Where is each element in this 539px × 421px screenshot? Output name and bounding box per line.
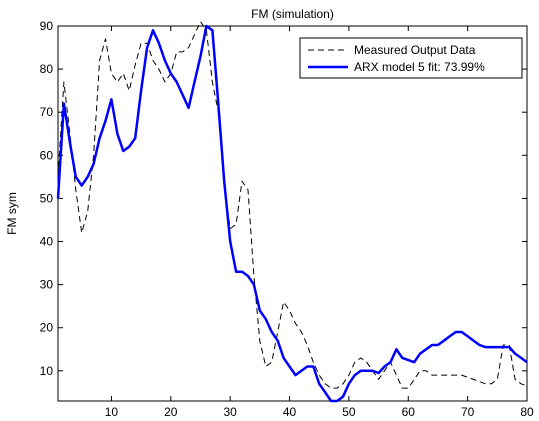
- x-tick-label: 70: [461, 405, 475, 419]
- x-tick-label: 20: [164, 405, 178, 419]
- y-tick-label: 80: [40, 62, 54, 76]
- y-tick-label: 40: [40, 235, 54, 249]
- legend-box: [299, 37, 523, 79]
- x-tick-label: 50: [342, 405, 356, 419]
- plot-area: [57, 25, 528, 402]
- series-line-measured: [57, 21, 528, 389]
- plot-frame: [57, 25, 528, 402]
- y-tick-label: 90: [40, 19, 54, 33]
- y-tick-label: 60: [40, 148, 54, 162]
- y-tick-label: 50: [40, 191, 54, 205]
- y-tick-label: 70: [40, 105, 54, 119]
- axis-ticks: 10 20 30 40 50 60 70 80 10 20 30 40 50 60 70 80 90: [40, 19, 534, 419]
- y-axis-label: FM sym: [5, 192, 19, 235]
- legend-entry: Measured Output Data: [354, 43, 476, 57]
- x-tick-label: 10: [105, 405, 119, 419]
- y-tick-label: 20: [40, 321, 54, 335]
- x-tick-label: 40: [283, 405, 297, 419]
- legend: Measured Output Data ARX model 5 fit: 73.…: [299, 37, 523, 79]
- x-tick-label: 30: [223, 405, 237, 419]
- series-layer: [56, 21, 528, 403]
- series-line-arx-model: [56, 24, 528, 403]
- y-tick-label: 10: [40, 364, 54, 378]
- y-tick-label: 30: [40, 278, 54, 292]
- x-tick-label: 80: [520, 405, 534, 419]
- legend-entry: ARX model 5 fit: 73.99%: [354, 60, 485, 74]
- chart-title: FM (simulation): [251, 7, 334, 21]
- x-tick-label: 60: [402, 405, 416, 419]
